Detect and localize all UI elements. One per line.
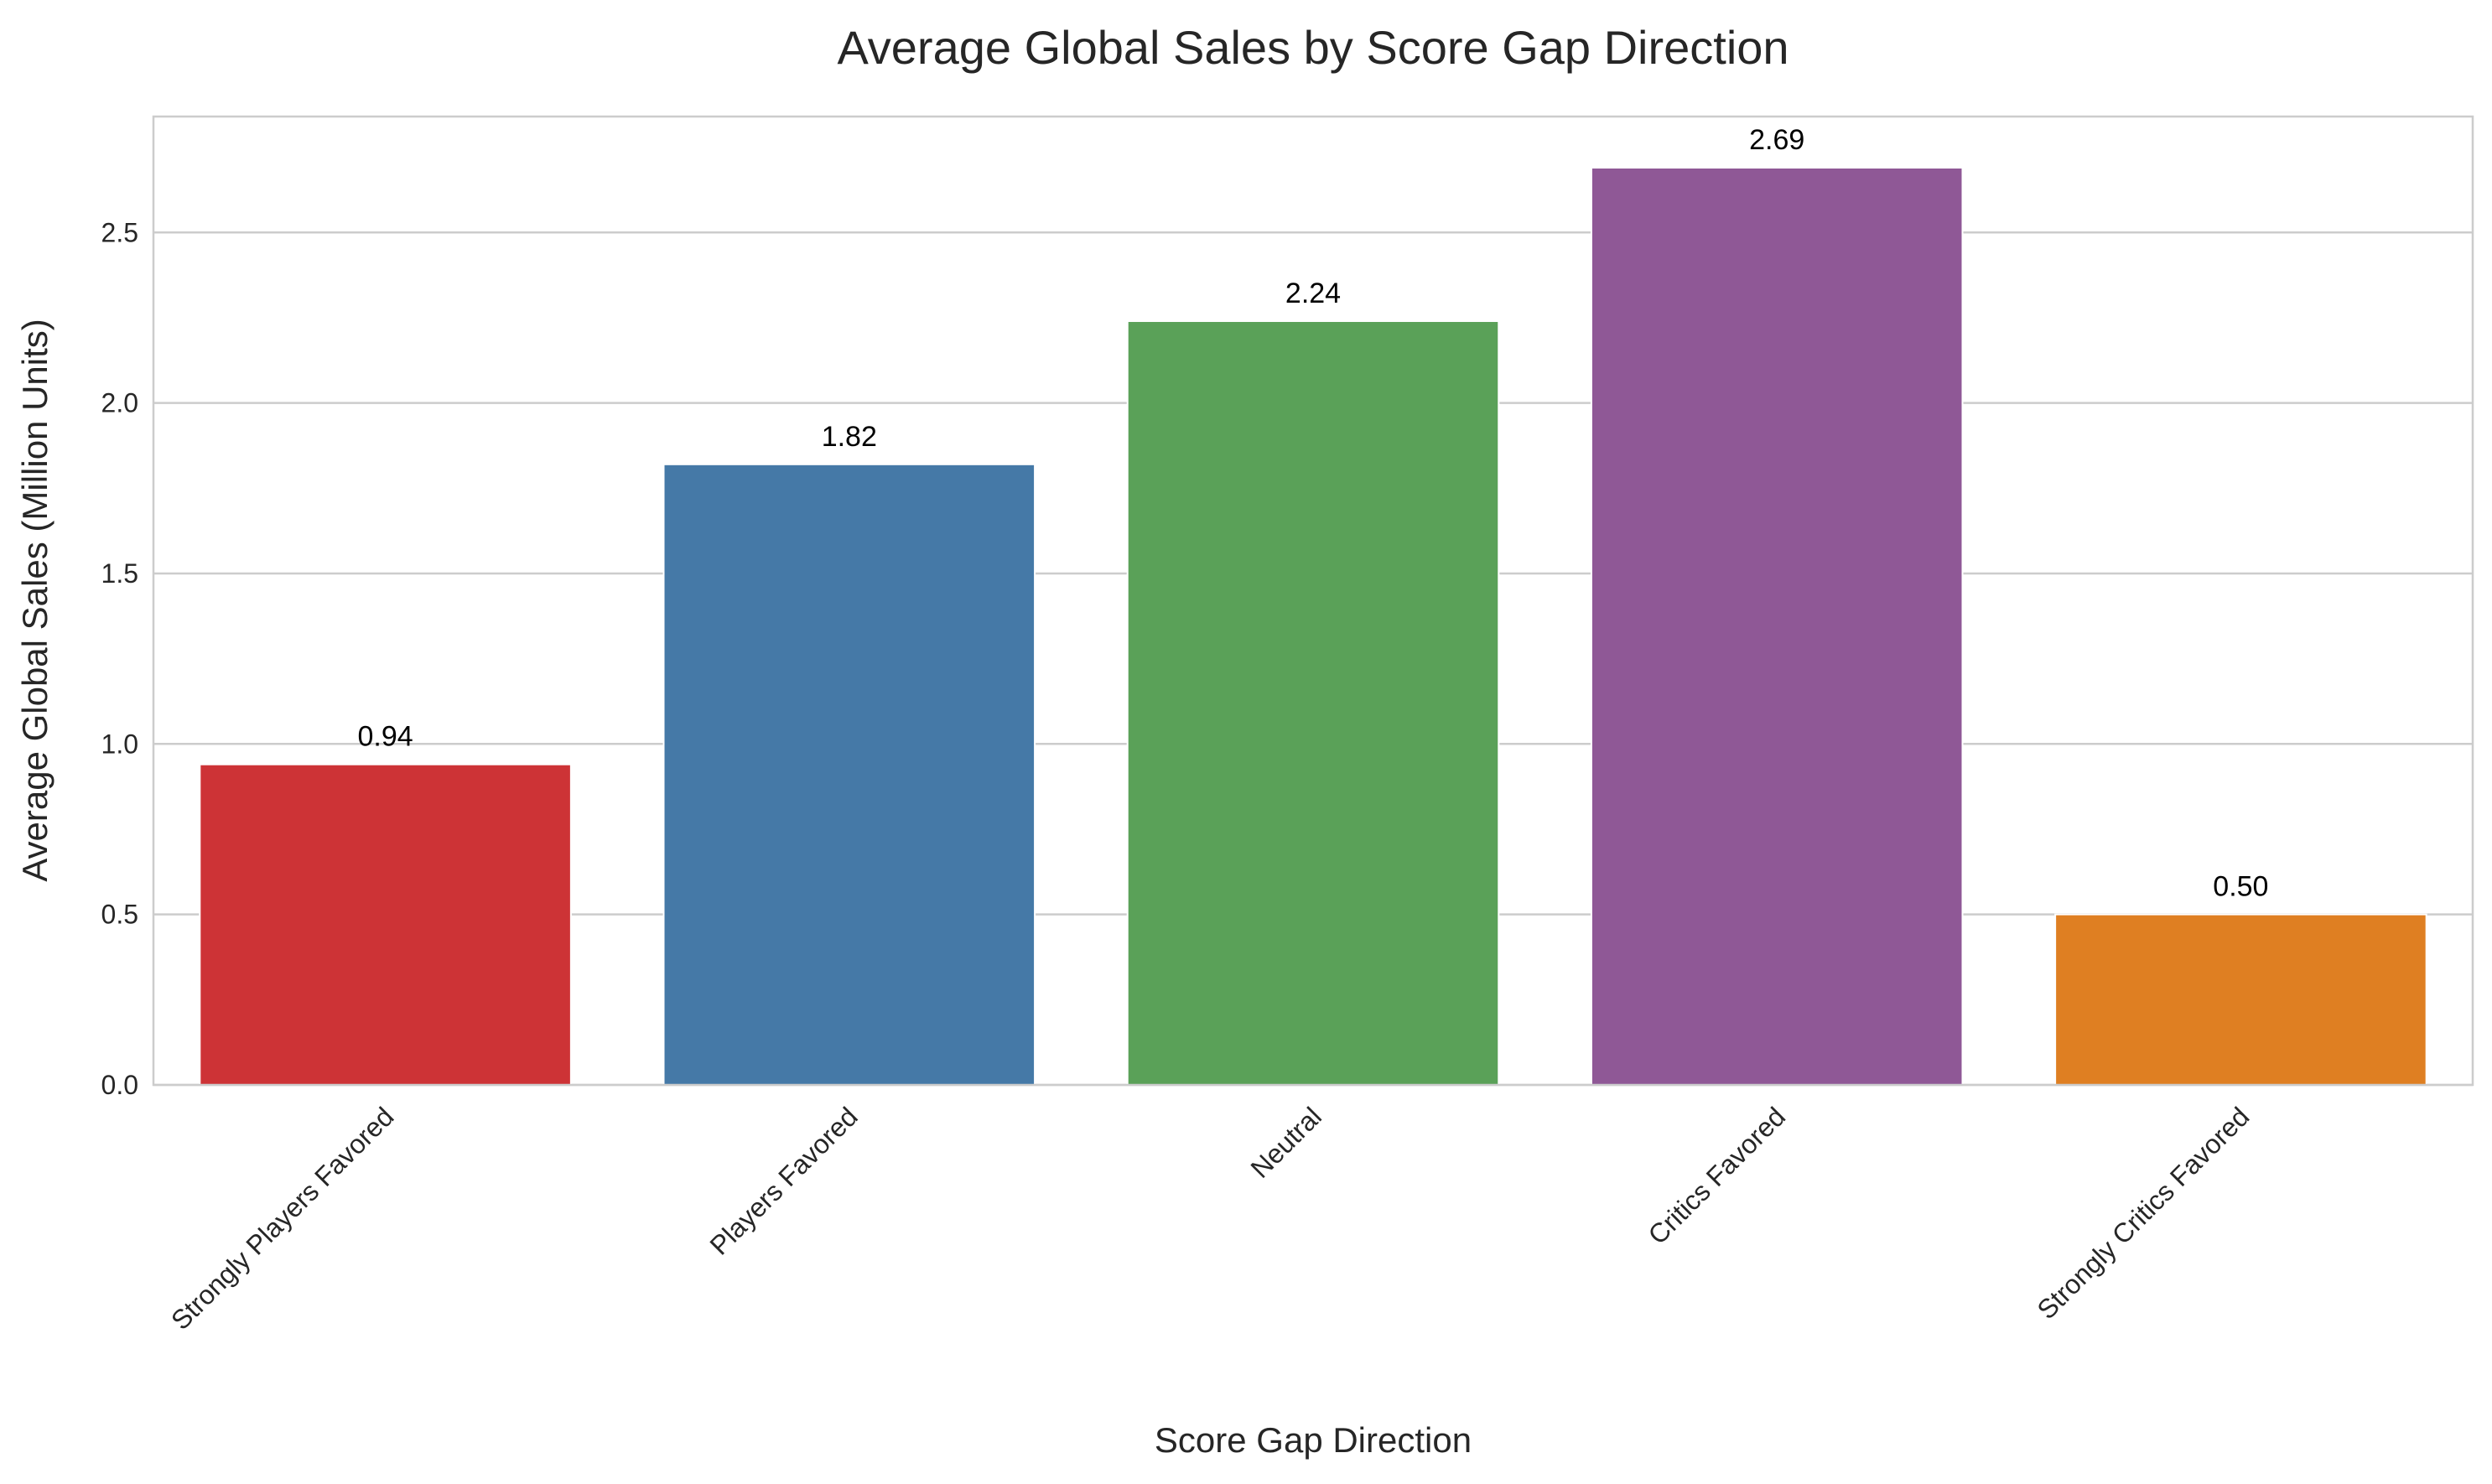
y-tick-label: 0.5 — [101, 900, 138, 930]
chart-title: Average Global Sales by Score Gap Direct… — [837, 21, 1789, 74]
x-tick-label: Neutral — [1245, 1101, 1327, 1183]
bar — [662, 463, 1036, 1086]
bar-value-label: 1.82 — [822, 421, 877, 453]
y-axis-label: Average Global Sales (Million Units) — [15, 319, 55, 882]
bars: 0.94 1.82 2.24 2.69 0.50 — [199, 124, 2427, 1086]
x-tick-label: Strongly Critics Favored — [2031, 1101, 2255, 1325]
x-axis-label: Score Gap Direction — [1155, 1420, 1472, 1460]
bar-value-label: 0.50 — [2213, 871, 2268, 903]
bar-value-label: 2.24 — [1285, 278, 1341, 309]
bar — [199, 763, 572, 1086]
y-tick-label: 1.0 — [101, 729, 138, 759]
bar — [1590, 167, 1964, 1086]
x-tick-label: Players Favored — [704, 1101, 864, 1260]
y-tick-label: 0.0 — [101, 1070, 138, 1100]
bar — [1126, 320, 1500, 1086]
y-tick-label: 2.0 — [101, 388, 138, 418]
y-axis-ticks: 0.0 0.5 1.0 1.5 2.0 2.5 — [101, 217, 138, 1100]
bar — [2054, 913, 2427, 1086]
y-tick-label: 2.5 — [101, 217, 138, 247]
x-tick-label: Critics Favored — [1643, 1101, 1792, 1250]
y-tick-label: 1.5 — [101, 558, 138, 589]
bar-value-label: 0.94 — [358, 721, 413, 753]
plot-frame — [152, 115, 2474, 1087]
bar-value-label: 2.69 — [1749, 124, 1804, 156]
x-axis-ticks: Strongly Players Favored Players Favored N… — [165, 1101, 2255, 1335]
x-tick-label: Strongly Players Favored — [165, 1101, 399, 1335]
